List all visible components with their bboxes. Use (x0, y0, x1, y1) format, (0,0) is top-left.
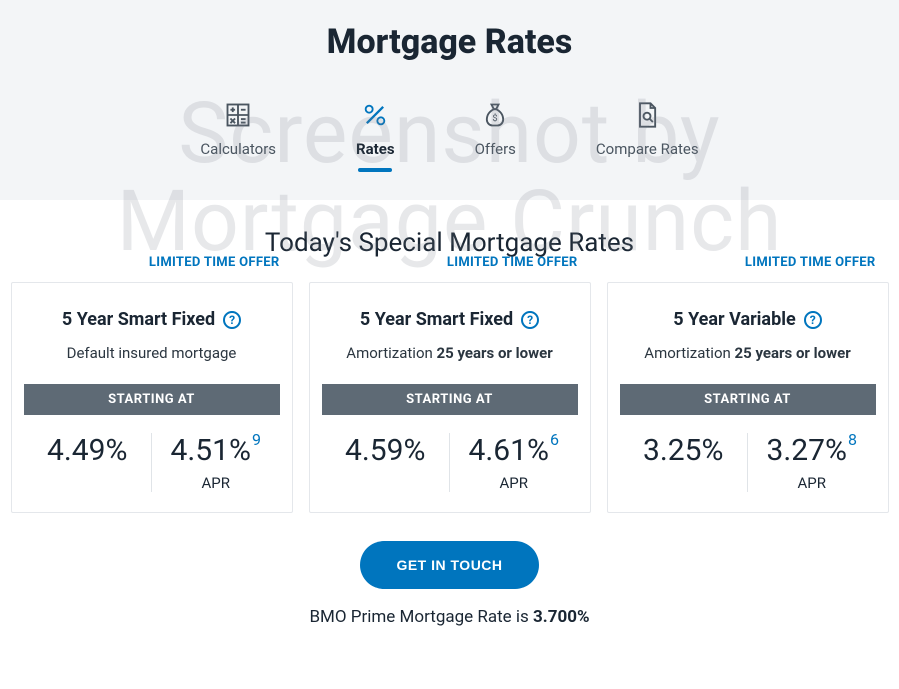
starting-at-bar: STARTING AT (620, 384, 876, 415)
tab-label: Rates (356, 140, 395, 158)
help-icon[interactable]: ? (521, 311, 539, 329)
offer-badge: LIMITED TIME OFFER (447, 255, 578, 270)
section-subtitle: Today's Special Mortgage Rates (0, 228, 899, 258)
percent-icon (360, 100, 390, 130)
apr-label: APR (152, 474, 280, 492)
apr-value: 3.27%8 (767, 433, 857, 468)
rate-value: 3.25% (643, 433, 723, 468)
doc-search-icon (632, 100, 662, 130)
rate-value: 4.59% (345, 433, 425, 468)
rate-card: LIMITED TIME OFFER 5 Year Variable ? Amo… (607, 282, 889, 513)
header-section: Mortgage Rates Calculators (0, 0, 899, 200)
offer-badge: LIMITED TIME OFFER (745, 255, 876, 270)
card-subtitle-prefix: Amortization (346, 344, 436, 362)
apr-label: APR (450, 474, 578, 492)
help-icon[interactable]: ? (223, 311, 241, 329)
prime-rate-line: BMO Prime Mortgage Rate is 3.700% (0, 607, 899, 627)
apr-value: 4.61%6 (469, 433, 559, 468)
prime-rate-prefix: BMO Prime Mortgage Rate is (309, 607, 533, 627)
card-title: 5 Year Smart Fixed (62, 309, 215, 330)
apr-value: 4.51%9 (171, 433, 261, 468)
card-subtitle: Amortization 25 years or lower (620, 344, 876, 362)
footnote-ref[interactable]: 6 (550, 430, 559, 449)
get-in-touch-button[interactable]: GET IN TOUCH (360, 541, 538, 589)
card-subtitle: Amortization 25 years or lower (322, 344, 578, 362)
card-subtitle-bold: 25 years or lower (437, 344, 553, 362)
tab-label: Compare Rates (596, 140, 699, 158)
card-title: 5 Year Smart Fixed (360, 309, 513, 330)
rate-value: 4.49% (47, 433, 127, 468)
rate-cards: LIMITED TIME OFFER 5 Year Smart Fixed ? … (0, 282, 899, 513)
starting-at-bar: STARTING AT (322, 384, 578, 415)
tab-offers[interactable]: $ Offers (475, 100, 516, 170)
svg-text:$: $ (493, 113, 498, 124)
tab-bar: Calculators Rates $ Offers (0, 100, 899, 170)
card-subtitle-prefix: Amortization (644, 344, 734, 362)
apr-label: APR (748, 474, 876, 492)
help-icon[interactable]: ? (804, 311, 822, 329)
card-subtitle-prefix: Default insured mortgage (67, 344, 237, 362)
calculator-icon (223, 100, 253, 130)
tab-rates[interactable]: Rates (356, 100, 395, 170)
card-title: 5 Year Variable (673, 309, 795, 330)
prime-rate-value: 3.700% (533, 607, 590, 627)
tab-compare-rates[interactable]: Compare Rates (596, 100, 699, 170)
card-subtitle-bold: 25 years or lower (735, 344, 851, 362)
footnote-ref[interactable]: 9 (252, 430, 261, 449)
tab-label: Offers (475, 140, 516, 158)
rate-card: LIMITED TIME OFFER 5 Year Smart Fixed ? … (11, 282, 293, 513)
starting-at-bar: STARTING AT (24, 384, 280, 415)
page-title: Mortgage Rates (0, 22, 899, 62)
offer-badge: LIMITED TIME OFFER (149, 255, 280, 270)
rate-card: LIMITED TIME OFFER 5 Year Smart Fixed ? … (309, 282, 591, 513)
moneybag-icon: $ (480, 100, 510, 130)
card-subtitle: Default insured mortgage (24, 344, 280, 362)
footnote-ref[interactable]: 8 (848, 430, 857, 449)
tab-label: Calculators (200, 140, 276, 158)
tab-calculators[interactable]: Calculators (200, 100, 276, 170)
